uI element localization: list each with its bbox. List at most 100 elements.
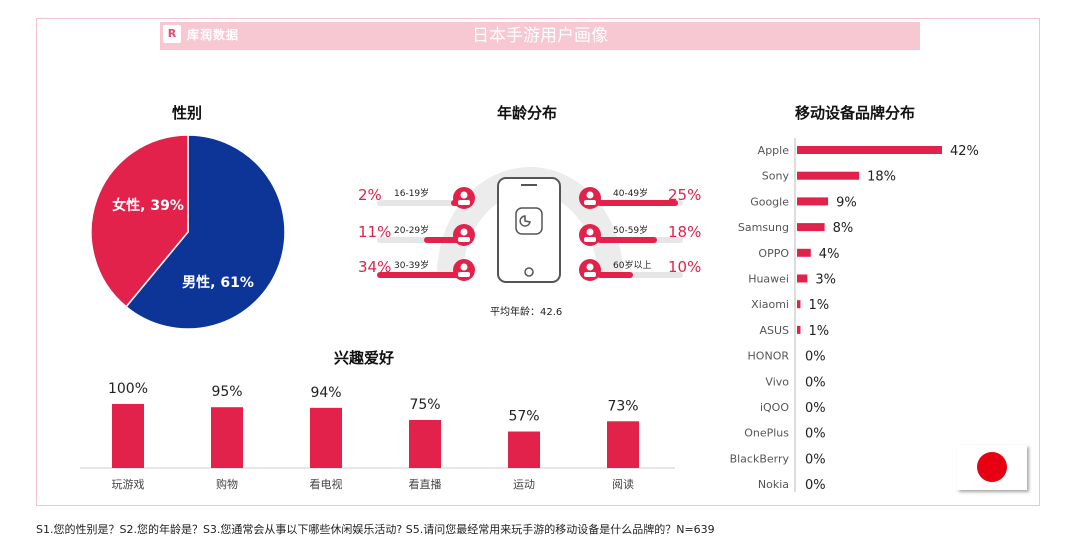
brand-value-label: 0% [805,427,826,442]
age-range-label: 40-49岁 [613,187,648,199]
hobby-chart-title: 兴趣爱好 [334,349,395,367]
pie-slice [125,134,286,330]
logo: R 库润数据 [163,25,239,43]
age-chart-title: 年龄分布 [497,104,558,122]
gender-pie-chart: 男性, 61% 女性, 39% [90,134,286,330]
brand-value-label: 8% [833,221,854,236]
phone-home-button [524,267,534,277]
hobby-bar [508,431,540,468]
header-bar [160,22,920,50]
hobby-category-label: 运动 [513,478,535,491]
gender-chart-title: 性别 [172,104,203,122]
hobby-value-label: 94% [310,385,341,401]
brand-category-label: Sony [762,170,790,183]
person-head [586,191,594,199]
brand-category-label: ASUS [759,324,789,337]
brand-category-label: Apple [758,144,790,157]
average-age-label: 平均年龄：42.6 [490,307,563,318]
hobby-bar [607,421,639,468]
person-body [458,237,470,242]
hobby-value-label: 73% [607,398,638,414]
hobby-bar-chart: 100% 玩游戏 95% 购物 94% 看电视 75% 看直播 57% 运动 73% 阅读 [80,381,675,491]
age-range-label: 16-19岁 [394,187,429,199]
hobby-bar [409,420,441,468]
hobby-category-label: 玩游戏 [112,478,145,491]
logo-icon: R [163,25,181,43]
age-distribution-chart: 2% 16-19岁 11% 20-29岁 34% 30-39岁 40-49岁 25% 50-59… [358,167,701,283]
brand-bar [797,223,825,232]
brand-value-label: 3% [815,273,836,288]
person-head [586,228,594,236]
japan-flag-icon [957,445,1027,490]
hobby-category-label: 阅读 [612,477,634,491]
brand-chart-title: 移动设备品牌分布 [795,104,916,122]
hobby-bar [211,407,243,468]
brand-value-label: 1% [808,324,829,339]
brand-value-label: 0% [805,375,826,390]
brand-value-label: 4% [819,247,840,262]
age-pct-label: 2% [358,186,382,204]
age-pct-label: 11% [358,223,391,241]
person-body [458,200,470,205]
flag-sun-icon [977,452,1007,482]
person-head [460,263,468,271]
brand-value-label: 42% [950,144,979,159]
brand-category-label: BlackBerry [730,452,790,465]
hobby-value-label: 75% [409,397,440,413]
brand-value-label: 0% [805,350,826,365]
hobby-bar [112,404,144,468]
age-range-label: 20-29岁 [394,224,429,236]
brand-category-label: Nokia [758,478,789,491]
brand-category-label: Google [750,195,789,208]
brand-value-label: 0% [805,478,826,493]
age-pct-label: 25% [668,186,701,204]
brand-category-label: Huawei [748,273,789,286]
age-pct-label: 10% [668,258,701,276]
brand-category-label: OnePlus [744,427,789,440]
logo-text: 库润数据 [187,27,240,42]
brand-bar [797,248,811,257]
brand-bar [797,171,860,180]
brand-bar [797,146,942,154]
brand-value-label: 0% [805,401,826,416]
brand-value-label: 1% [808,298,829,313]
page-title: 日本手游用户画像 [472,26,608,46]
hobby-value-label: 100% [108,381,148,397]
pie-slice [90,134,189,308]
brand-category-label: HONOR [748,350,790,363]
age-range-label: 60岁以上 [613,259,651,271]
footnote: S1.您的性别是？S2.您的年龄是？S3.您通常会从事以下哪些休闲娱乐活动? S… [36,523,715,536]
brand-category-label: Vivo [765,375,789,388]
brand-bar [797,325,801,334]
person-head [460,191,468,199]
age-pct-label: 18% [668,223,701,241]
brand-category-label: OPPO [758,247,789,260]
brand-value-label: 0% [805,452,826,467]
hobby-value-label: 95% [211,384,242,400]
brand-bar [797,300,801,309]
person-head [586,263,594,271]
brand-value-label: 18% [867,170,896,185]
hobby-category-label: 看电视 [310,477,343,491]
hobby-category-label: 看直播 [409,477,442,491]
person-body [584,237,596,242]
brand-bar [797,274,808,283]
person-head [460,228,468,236]
age-range-label: 30-39岁 [394,259,429,271]
pie-slice-label: 男性, 61% [182,274,254,291]
age-range-label: 50-59岁 [613,224,648,236]
pie-slice-label: 女性, 39% [112,197,184,214]
hobby-category-label: 购物 [216,477,238,491]
game-icon [515,207,543,235]
brand-category-label: iQOO [760,401,789,414]
brand-value-label: 9% [836,195,857,210]
brand-category-label: Xiaomi [751,298,789,311]
pacman-icon [519,215,531,227]
person-body [584,200,596,205]
brand-category-label: Samsung [738,221,789,234]
brand-bar-chart: Apple 42% Sony 18% Google 9% Samsung 8% OPPO 4% Hu… [730,138,979,493]
brand-bar [797,197,829,206]
person-body [458,272,470,277]
age-pct-label: 34% [358,258,391,276]
content-frame [36,18,1040,506]
